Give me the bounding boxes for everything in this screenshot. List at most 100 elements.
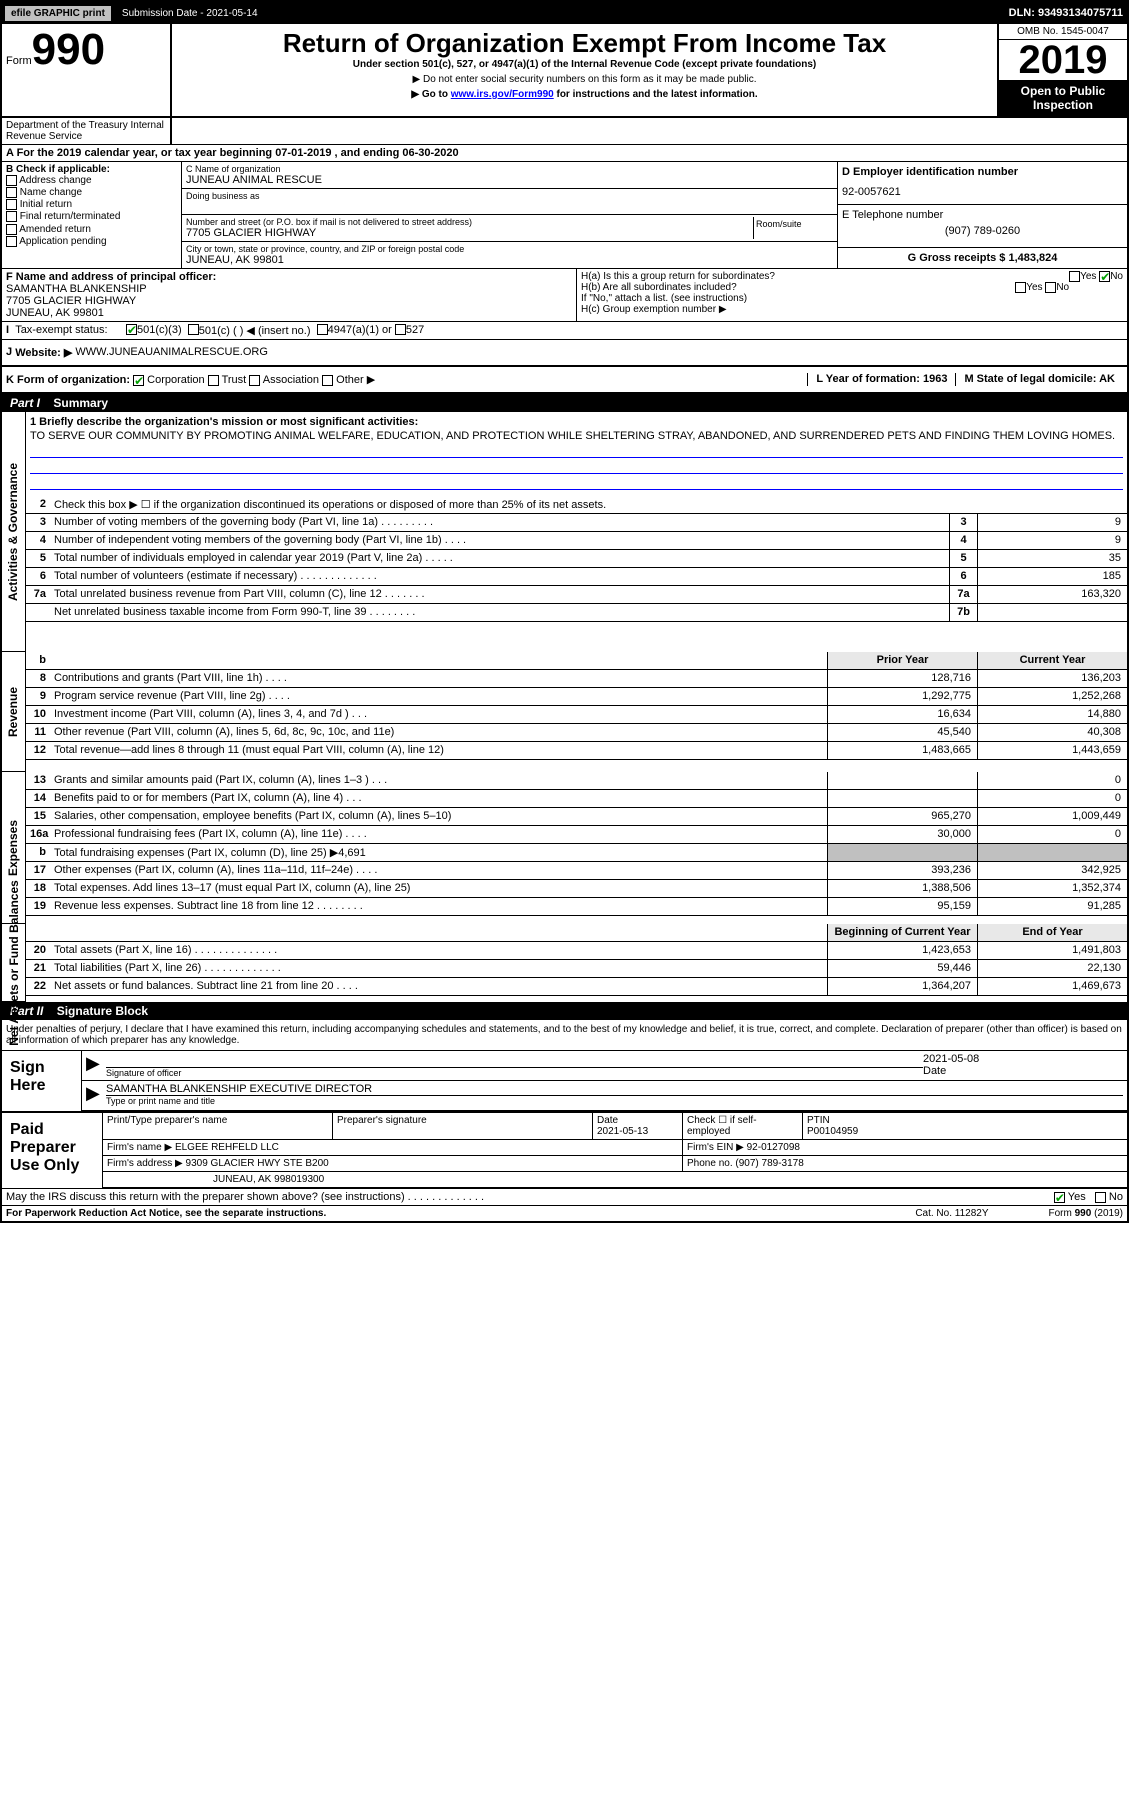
website-label: Website: ▶ bbox=[15, 346, 72, 359]
firm-name-label: Firm's name ▶ bbox=[107, 1142, 172, 1153]
firm-ein-label: Firm's EIN ▶ bbox=[687, 1142, 744, 1153]
phone-label: E Telephone number bbox=[842, 209, 1123, 221]
dln: DLN: 93493134075711 bbox=[1009, 7, 1127, 19]
firm-name: ELGEE REHFELD LLC bbox=[175, 1142, 279, 1153]
ptin-label: PTIN bbox=[807, 1115, 830, 1126]
firm-addr-label: Firm's address ▶ bbox=[107, 1158, 183, 1169]
mission-text: TO SERVE OUR COMMUNITY BY PROMOTING ANIM… bbox=[30, 430, 1123, 442]
gross-receipts: G Gross receipts $ 1,483,824 bbox=[908, 252, 1058, 264]
chk-initial[interactable]: Initial return bbox=[20, 199, 72, 210]
department: Department of the Treasury Internal Reve… bbox=[2, 118, 172, 144]
netassets-label: Net Assets or Fund Balances bbox=[7, 880, 21, 1046]
h-a: H(a) Is this a group return for subordin… bbox=[581, 271, 775, 282]
top-bar: efile GRAPHIC print Submission Date - 20… bbox=[2, 2, 1127, 24]
ein-label: D Employer identification number bbox=[842, 166, 1018, 178]
submission-date: Submission Date - 2021-05-14 bbox=[114, 6, 266, 21]
open-to-public: Open to Public Inspection bbox=[999, 80, 1127, 116]
k-assoc: Association bbox=[263, 374, 319, 386]
sign-here: Sign Here bbox=[2, 1051, 82, 1111]
prep-date-label: Date bbox=[597, 1115, 618, 1126]
form-number: 990 bbox=[32, 25, 105, 74]
governance-label: Activities & Governance bbox=[7, 462, 21, 600]
ptin: P00104959 bbox=[807, 1126, 858, 1137]
org-name: JUNEAU ANIMAL RESCUE bbox=[186, 174, 833, 186]
goto-post: for instructions and the latest informat… bbox=[554, 89, 758, 100]
form-header: Form990 Return of Organization Exempt Fr… bbox=[2, 24, 1127, 118]
org-address: 7705 GLACIER HIGHWAY bbox=[186, 227, 753, 239]
sig-declaration: Under penalties of perjury, I declare th… bbox=[2, 1020, 1127, 1050]
part1-header: Part I Summary bbox=[2, 394, 1127, 412]
form-title: Return of Organization Exempt From Incom… bbox=[180, 28, 989, 59]
k-other: Other ▶ bbox=[336, 374, 375, 386]
h-b: H(b) Are all subordinates included? bbox=[581, 282, 737, 293]
year-formation: L Year of formation: 1963 bbox=[816, 373, 947, 385]
footer-cat: Cat. No. 11282Y bbox=[915, 1208, 988, 1219]
form-subtitle: Under section 501(c), 527, or 4947(a)(1)… bbox=[180, 59, 989, 70]
box-b: B Check if applicable: Address change Na… bbox=[2, 162, 182, 268]
begin-year-header: Beginning of Current Year bbox=[827, 924, 977, 941]
h-c: H(c) Group exemption number ▶ bbox=[581, 304, 1123, 315]
firm-addr: 9309 GLACIER HWY STE B200 bbox=[186, 1158, 329, 1169]
website-value: WWW.JUNEAUANIMALRESCUE.ORG bbox=[75, 346, 268, 359]
chk-pending[interactable]: Application pending bbox=[19, 236, 106, 247]
privacy-note: ▶ Do not enter social security numbers o… bbox=[180, 74, 989, 85]
dba-label: Doing business as bbox=[186, 191, 833, 201]
prep-name-label: Print/Type preparer's name bbox=[103, 1113, 333, 1139]
4947: 4947(a)(1) or bbox=[328, 324, 392, 337]
sig-name: SAMANTHA BLANKENSHIP EXECUTIVE DIRECTOR bbox=[106, 1083, 1123, 1095]
officer-addr: 7705 GLACIER HIGHWAY bbox=[6, 295, 572, 307]
org-city: JUNEAU, AK 99801 bbox=[186, 254, 833, 266]
city-label: City or town, state or province, country… bbox=[186, 244, 833, 254]
ein-value: 92-0057621 bbox=[842, 186, 1123, 198]
line2: Check this box ▶ ☐ if the organization d… bbox=[50, 496, 1127, 513]
form-prefix: Form bbox=[6, 55, 32, 67]
room-label: Room/suite bbox=[756, 219, 831, 229]
chk-address[interactable]: Address change bbox=[19, 175, 91, 186]
chk-final[interactable]: Final return/terminated bbox=[20, 212, 121, 223]
mission-label: 1 Briefly describe the organization's mi… bbox=[30, 416, 418, 428]
tax-year: 2019 bbox=[999, 40, 1127, 80]
expenses-label: Expenses bbox=[7, 819, 21, 875]
firm-phone-label: Phone no. bbox=[687, 1158, 733, 1169]
officer-city: JUNEAU, AK 99801 bbox=[6, 307, 572, 319]
k-label: K Form of organization: bbox=[6, 374, 130, 386]
chk-name[interactable]: Name change bbox=[20, 187, 82, 198]
officer-label: F Name and address of principal officer: bbox=[6, 271, 216, 283]
501c3: 501(c)(3) bbox=[137, 324, 182, 337]
j-label: J bbox=[6, 346, 12, 359]
discuss-question: May the IRS discuss this return with the… bbox=[6, 1191, 484, 1203]
end-year-header: End of Year bbox=[977, 924, 1127, 941]
footer-form: Form 990 (2019) bbox=[1049, 1208, 1123, 1219]
paid-preparer-label: Paid Preparer Use Only bbox=[2, 1113, 102, 1188]
k-corp: Corporation bbox=[147, 374, 204, 386]
chk-amended[interactable]: Amended return bbox=[19, 224, 91, 235]
k-trust: Trust bbox=[222, 374, 247, 386]
irs-link[interactable]: www.irs.gov/Form990 bbox=[451, 89, 554, 100]
officer-name: SAMANTHA BLANKENSHIP bbox=[6, 283, 572, 295]
box-b-label: B Check if applicable: bbox=[6, 164, 110, 175]
prep-date: 2021-05-13 bbox=[597, 1126, 648, 1137]
firm-phone: (907) 789-3178 bbox=[735, 1158, 803, 1169]
501c: 501(c) ( ) ◀ (insert no.) bbox=[199, 324, 311, 337]
h-b-note: If "No," attach a list. (see instruction… bbox=[581, 293, 1123, 304]
sig-officer-label: Signature of officer bbox=[106, 1067, 923, 1078]
prep-check[interactable]: Check ☐ if self-employed bbox=[683, 1113, 803, 1139]
goto-pre: ▶ Go to bbox=[411, 89, 450, 100]
phone-value: (907) 789-0260 bbox=[842, 225, 1123, 237]
firm-city: JUNEAU, AK 998019300 bbox=[103, 1172, 1127, 1187]
tax-exempt-label: Tax-exempt status: bbox=[15, 324, 107, 336]
org-name-label: C Name of organization bbox=[186, 164, 833, 174]
efile-button[interactable]: efile GRAPHIC print bbox=[4, 5, 112, 22]
prep-sig-label: Preparer's signature bbox=[333, 1113, 593, 1139]
prior-year-header: Prior Year bbox=[827, 652, 977, 669]
state-domicile: M State of legal domicile: AK bbox=[964, 373, 1115, 385]
sig-date-label: Date bbox=[923, 1065, 1123, 1077]
current-year-header: Current Year bbox=[977, 652, 1127, 669]
addr-label: Number and street (or P.O. box if mail i… bbox=[186, 217, 753, 227]
firm-ein: 92-0127098 bbox=[747, 1142, 800, 1153]
revenue-label: Revenue bbox=[7, 686, 21, 736]
footer-left: For Paperwork Reduction Act Notice, see … bbox=[6, 1208, 326, 1219]
tax-period: A For the 2019 calendar year, or tax yea… bbox=[2, 145, 1127, 162]
527: 527 bbox=[406, 324, 424, 337]
sig-name-label: Type or print name and title bbox=[106, 1095, 1123, 1106]
